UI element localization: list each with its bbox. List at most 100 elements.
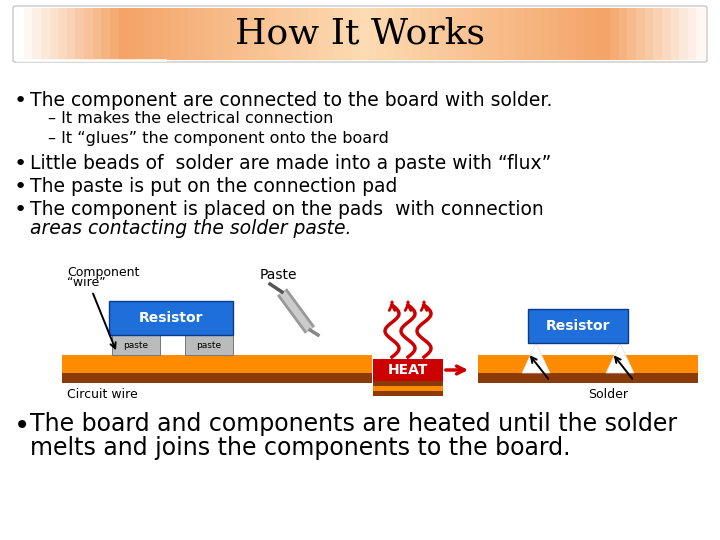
Bar [478,373,698,383]
Polygon shape [522,343,550,373]
Bar [291,8,301,60]
Bar [62,373,372,383]
Text: The paste is put on the connection pad: The paste is put on the connection pad [30,177,397,196]
Bar [109,301,233,335]
Bar [420,8,430,60]
Text: paste: paste [123,341,148,349]
Bar [102,8,111,60]
Bar [32,8,42,60]
Bar [601,8,611,60]
Text: How It Works: How It Works [235,17,485,51]
Bar [274,8,284,60]
Bar [239,8,249,60]
Bar [308,8,318,60]
Text: •: • [14,200,27,220]
Bar [41,8,50,60]
Text: Paste: Paste [260,268,297,282]
Bar [559,8,568,60]
Bar [662,8,672,60]
Bar [145,8,154,60]
Bar [575,8,585,60]
Bar [317,8,326,60]
Bar [679,8,689,60]
Bar [58,8,68,60]
Bar [50,8,59,60]
Bar [478,355,698,373]
Bar [567,8,577,60]
Bar [369,8,378,60]
Bar [127,8,137,60]
Text: Resistor: Resistor [139,311,203,325]
Text: paste: paste [197,341,222,349]
Bar [110,8,120,60]
Bar [541,8,551,60]
Bar [222,8,232,60]
Bar [248,8,258,60]
Bar [187,8,197,60]
Bar [627,8,637,60]
Bar [204,8,215,60]
Text: melts and joins the components to the board.: melts and joins the components to the bo… [30,436,570,460]
Bar [464,8,473,60]
Bar [213,8,223,60]
Bar [438,8,447,60]
Text: HEAT: HEAT [388,363,428,377]
Bar [524,8,534,60]
Text: The component are connected to the board with solder.: The component are connected to the board… [30,91,552,110]
Bar [593,8,603,60]
Bar [343,8,352,60]
Text: •: • [14,177,27,197]
Bar [696,8,706,60]
Bar [93,8,102,60]
Bar [282,8,292,60]
Text: Circuit wire: Circuit wire [67,388,138,401]
Text: •: • [14,91,27,111]
Bar [386,8,395,60]
Text: “wire”: “wire” [67,276,106,289]
Bar [300,8,310,60]
Bar [688,8,698,60]
Bar [373,386,443,391]
Bar [395,8,404,60]
Bar [533,8,542,60]
Bar [429,8,438,60]
Text: Component: Component [67,266,140,279]
Bar [196,8,206,60]
Bar [24,8,33,60]
Bar [153,8,163,60]
Bar [256,8,266,60]
Bar [185,335,233,355]
Bar [179,8,189,60]
Bar [360,8,369,60]
Bar [325,8,335,60]
Text: •: • [14,412,30,440]
Bar [62,355,372,373]
Bar [161,8,171,60]
Polygon shape [606,343,634,373]
Text: Resistor: Resistor [546,319,611,333]
Text: areas contacting the solder paste.: areas contacting the solder paste. [30,219,351,238]
Bar [230,8,240,60]
Bar [584,8,594,60]
Bar [446,8,456,60]
Bar [507,8,516,60]
Bar [455,8,464,60]
Bar [334,8,343,60]
Bar [351,8,361,60]
Text: •: • [14,154,27,174]
Text: The component is placed on the pads  with connection: The component is placed on the pads with… [30,200,544,219]
Bar [373,391,443,396]
Bar [412,8,421,60]
Bar [644,8,654,60]
Bar [119,8,128,60]
Bar [490,8,499,60]
Bar [265,8,275,60]
Bar [67,8,76,60]
Bar [636,8,646,60]
Bar [516,8,525,60]
Bar [498,8,508,60]
Text: Little beads of  solder are made into a paste with “flux”: Little beads of solder are made into a p… [30,154,552,173]
Bar [653,8,663,60]
Bar [112,335,160,355]
Bar [170,8,180,60]
